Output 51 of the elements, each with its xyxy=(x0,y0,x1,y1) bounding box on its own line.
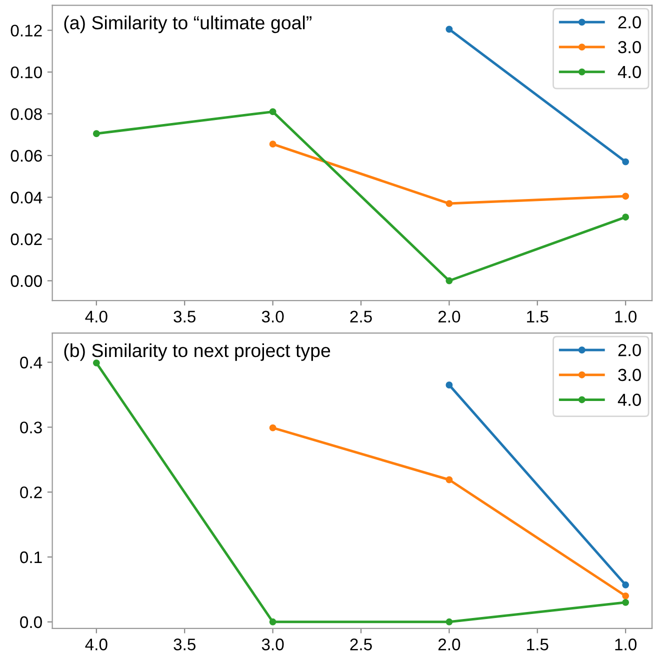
legend-label: 3.0 xyxy=(618,41,641,54)
y-tick-label: 0.00 xyxy=(10,275,42,287)
legend-label: 2.0 xyxy=(618,16,641,28)
y-tick-label: 0.1 xyxy=(20,551,42,564)
x-tick-label: 1.0 xyxy=(615,310,637,323)
x-tick-label: 3.5 xyxy=(174,638,196,650)
point xyxy=(269,618,276,626)
y-tick-label: 0.2 xyxy=(20,486,42,498)
point xyxy=(446,476,453,484)
y-tick-label: 0.08 xyxy=(10,108,42,120)
y-tick-label: 0.3 xyxy=(20,422,42,434)
y-tick-label: 0.04 xyxy=(10,192,42,204)
text: (a) Similarity to “ultimate goal” xyxy=(64,16,312,34)
y-tick-label: 0.02 xyxy=(10,233,42,246)
x-tick-label: 2.0 xyxy=(438,310,460,323)
y-tick-label: 0.06 xyxy=(10,150,42,162)
legend-label: 4.0 xyxy=(618,394,641,406)
x-tick-label: 2.5 xyxy=(350,310,372,323)
point xyxy=(622,158,630,166)
point xyxy=(622,192,630,200)
y-tick-label: 0.0 xyxy=(20,616,42,628)
y-tick-label: 0.10 xyxy=(10,66,42,78)
point xyxy=(446,277,453,284)
x-tick-label: 3.0 xyxy=(262,310,284,323)
x-tick-label: 1.5 xyxy=(527,638,548,650)
x-tick-label: 3.5 xyxy=(174,310,196,323)
x-tick-label: 2.0 xyxy=(438,638,460,650)
x-tick-label: 3.0 xyxy=(262,638,284,650)
point xyxy=(622,598,630,606)
x-tick-label: 1.0 xyxy=(615,638,637,650)
point xyxy=(622,581,630,588)
text: (b) Similarity to next project type xyxy=(64,343,330,361)
x-tick-label: 2.5 xyxy=(350,638,372,650)
point xyxy=(269,424,276,432)
y-tick-label: 0.4 xyxy=(20,356,42,368)
point xyxy=(446,200,453,208)
point xyxy=(446,382,453,388)
point xyxy=(446,26,453,33)
legend-label: 2.0 xyxy=(618,344,641,356)
point xyxy=(622,592,630,600)
x-tick-label: 1.5 xyxy=(527,310,548,323)
point xyxy=(446,618,453,626)
point xyxy=(622,214,630,221)
y-tick-label: 0.12 xyxy=(10,24,42,37)
point xyxy=(269,140,276,148)
legend-label: 4.0 xyxy=(618,66,641,78)
point xyxy=(92,130,100,138)
legend-label: 3.0 xyxy=(618,368,641,382)
x-tick-label: 4.0 xyxy=(85,310,108,323)
point xyxy=(269,108,276,116)
x-tick-label: 4.0 xyxy=(85,638,108,650)
